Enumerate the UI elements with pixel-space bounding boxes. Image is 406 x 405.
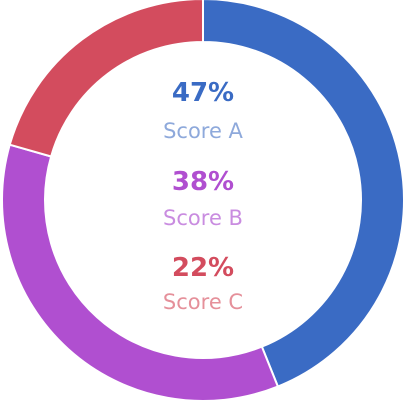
slice-score-a <box>202 0 405 388</box>
slice-score-b <box>1 143 280 402</box>
slice-score-c <box>8 0 204 158</box>
